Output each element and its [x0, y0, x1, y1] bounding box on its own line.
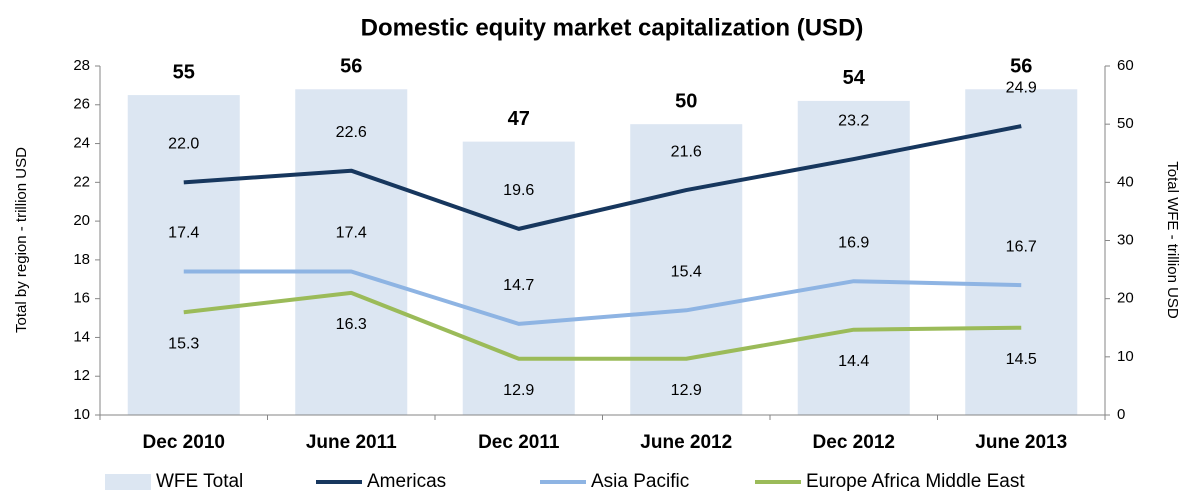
data-label: 17.4	[336, 225, 367, 242]
data-label: 21.6	[671, 143, 702, 160]
y2-tick-label: 10	[1117, 348, 1134, 365]
data-label: 12.9	[503, 382, 534, 399]
y2-tick-label: 30	[1117, 231, 1134, 248]
data-label: 22.6	[336, 124, 367, 141]
x-tick-label: June 2013	[975, 432, 1067, 453]
legend-label: Europe Africa Middle East	[806, 471, 1025, 492]
bar-value-label: 47	[508, 108, 530, 130]
data-label: 24.9	[1006, 79, 1037, 96]
legend-label: Asia Pacific	[591, 471, 689, 492]
y2-tick-label: 0	[1117, 406, 1125, 423]
data-label: 14.7	[503, 277, 534, 294]
data-label: 14.4	[838, 353, 869, 370]
x-tick-label: June 2012	[640, 432, 732, 453]
y-tick-label: 24	[73, 135, 90, 152]
y-tick-label: 20	[73, 212, 90, 229]
x-tick-label: Dec 2010	[143, 432, 225, 453]
bar-value-label: 56	[1010, 56, 1032, 78]
data-label: 15.4	[671, 264, 702, 281]
y2-tick-label: 60	[1117, 57, 1134, 74]
line	[183, 269, 1022, 326]
y-tick-label: 16	[73, 290, 90, 307]
data-label: 16.7	[1006, 238, 1037, 255]
y2-tick-label: 40	[1117, 173, 1134, 190]
y2-tick-label: 50	[1117, 115, 1134, 132]
y-tick-label: 12	[73, 367, 90, 384]
line	[183, 124, 1022, 231]
bar	[965, 89, 1078, 416]
y-tick-label: 10	[73, 406, 90, 423]
legend-label: Americas	[367, 471, 446, 492]
y2-axis-label: Total WFE - trillion USD	[1164, 161, 1181, 319]
y-tick-label: 22	[73, 173, 90, 190]
legend-label: WFE Total	[156, 471, 243, 492]
bar-value-label: 56	[340, 56, 362, 78]
y-tick-label: 18	[73, 251, 90, 268]
data-label: 22.0	[168, 136, 199, 153]
data-label: 14.5	[1006, 351, 1037, 368]
bar-value-label: 50	[675, 90, 697, 112]
y-tick-label: 14	[73, 328, 90, 345]
y2-tick-label: 20	[1117, 290, 1134, 307]
y-tick-label: 26	[73, 96, 90, 113]
bar	[295, 89, 408, 416]
y-axis-label: Total by region - trillion USD	[13, 147, 30, 333]
legend-swatch	[105, 474, 151, 490]
chart-title: Domestic equity market capitalization (U…	[361, 14, 864, 41]
bar-value-label: 55	[173, 61, 195, 83]
data-label: 16.9	[838, 234, 869, 251]
data-label: 16.3	[336, 316, 367, 333]
data-label: 17.4	[168, 225, 199, 242]
y-tick-label: 28	[73, 57, 90, 74]
x-tick-label: June 2011	[306, 432, 397, 453]
bar	[462, 141, 575, 415]
data-label: 19.6	[503, 182, 534, 199]
data-label: 15.3	[168, 335, 199, 352]
x-tick-label: Dec 2012	[813, 432, 895, 453]
bar-value-label: 54	[843, 67, 866, 89]
data-label: 23.2	[838, 112, 869, 129]
bar	[630, 124, 743, 416]
line	[183, 290, 1022, 361]
data-label: 12.9	[671, 382, 702, 399]
x-tick-label: Dec 2011	[478, 432, 560, 453]
bar	[127, 95, 240, 415]
